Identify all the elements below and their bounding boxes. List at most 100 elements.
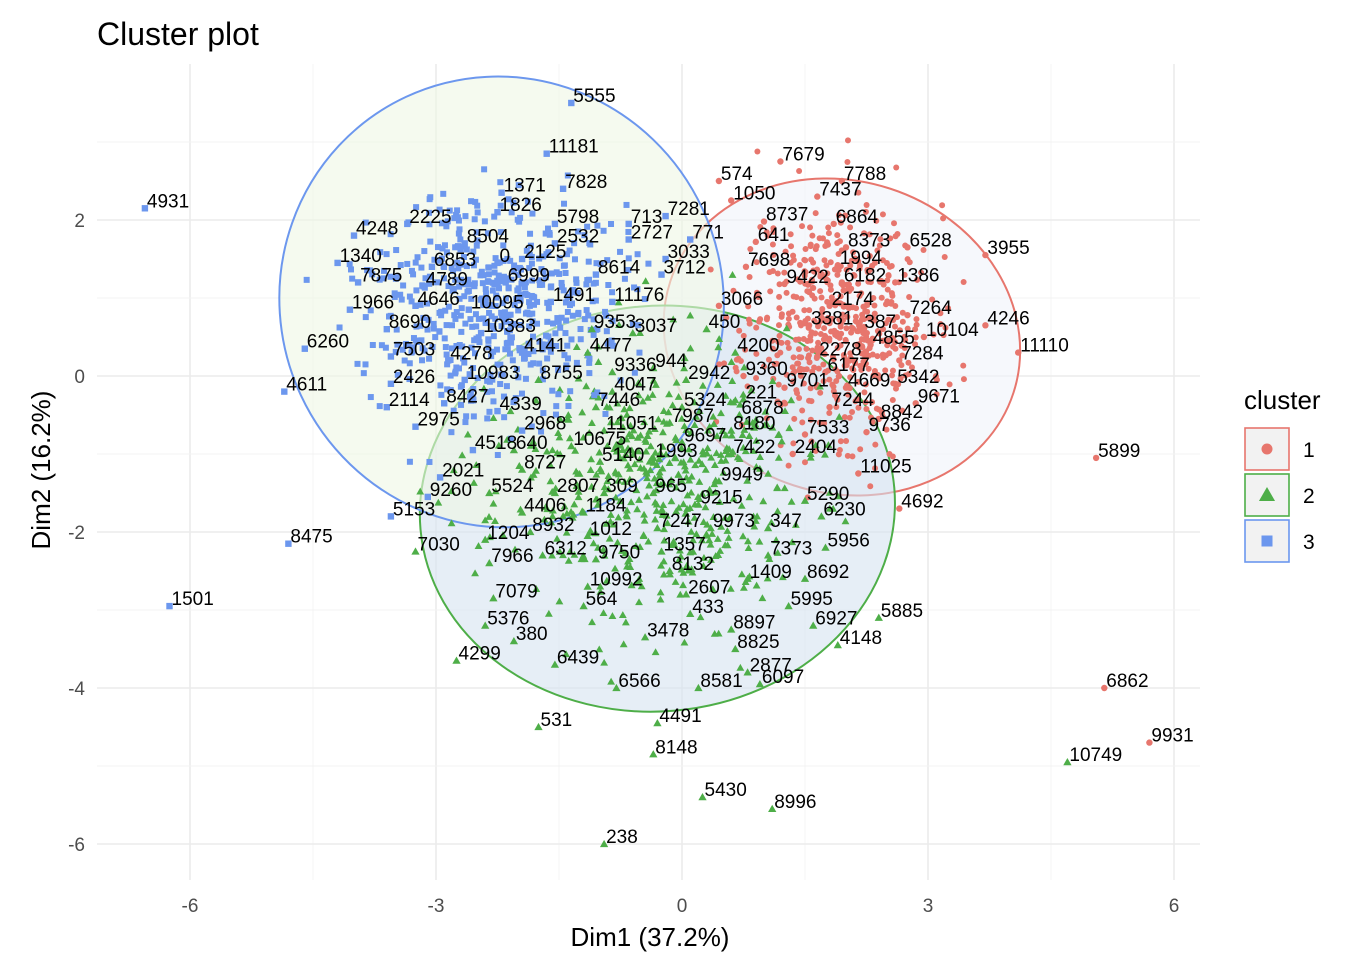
point-label: 8148	[655, 737, 697, 758]
data-point	[707, 266, 714, 273]
data-point	[845, 286, 852, 293]
data-point	[892, 233, 899, 240]
labeled-point-3	[518, 427, 526, 434]
data-point	[380, 275, 387, 282]
data-point	[536, 277, 543, 284]
data-point	[865, 365, 872, 372]
data-point	[588, 618, 596, 626]
point-label: 6878	[741, 398, 783, 419]
legend-title: cluster	[1244, 385, 1321, 415]
data-point	[777, 437, 786, 445]
data-point	[854, 396, 861, 403]
data-point	[937, 310, 944, 317]
data-point	[763, 316, 770, 323]
data-point	[442, 307, 449, 314]
data-point	[841, 517, 850, 525]
data-point	[776, 305, 783, 312]
labeled-point-2	[657, 547, 666, 555]
data-point	[861, 389, 868, 396]
data-point	[387, 273, 394, 280]
data-point	[527, 242, 534, 249]
data-point	[431, 256, 438, 263]
point-label: 2975	[418, 410, 460, 431]
data-point	[960, 362, 967, 369]
data-point	[556, 450, 565, 458]
data-point	[705, 485, 714, 493]
data-point	[660, 570, 668, 578]
point-label: 1993	[655, 441, 697, 462]
data-point	[780, 484, 789, 492]
data-point	[933, 391, 940, 398]
data-point	[790, 440, 797, 447]
data-point	[539, 341, 546, 348]
labeled-point-3	[461, 240, 468, 247]
data-point	[457, 383, 464, 390]
data-point	[536, 338, 543, 345]
labeled-point-2	[591, 403, 601, 411]
data-point	[564, 556, 573, 564]
point-label: 4646	[418, 289, 460, 310]
data-point	[686, 548, 695, 556]
data-point	[453, 343, 460, 350]
labeled-point-1	[830, 220, 837, 228]
labeled-point-1	[863, 428, 870, 436]
data-point	[835, 211, 842, 218]
data-point	[765, 356, 772, 363]
data-point	[806, 453, 815, 461]
data-point	[879, 337, 886, 344]
point-label: 5555	[573, 86, 615, 107]
data-point	[848, 257, 855, 264]
data-point	[863, 406, 870, 413]
data-point	[484, 388, 491, 395]
data-point	[490, 398, 497, 405]
data-point	[438, 308, 445, 315]
data-point	[603, 442, 612, 449]
labeled-point-2	[608, 387, 617, 395]
data-point	[830, 356, 837, 363]
data-point	[651, 648, 660, 656]
data-point	[511, 545, 519, 553]
data-point	[686, 311, 695, 319]
point-label: 10675	[573, 429, 626, 450]
data-point	[393, 247, 400, 254]
data-point	[447, 519, 456, 527]
data-point	[552, 411, 559, 418]
point-label: 2174	[832, 289, 875, 310]
point-label: 6097	[762, 667, 804, 688]
data-point	[545, 305, 552, 312]
data-point	[604, 485, 613, 493]
data-point	[501, 309, 508, 316]
data-point	[751, 517, 760, 524]
data-point	[440, 263, 447, 270]
data-point	[562, 299, 569, 306]
data-point	[655, 455, 664, 463]
data-point	[590, 280, 597, 287]
data-point	[692, 530, 701, 538]
data-point	[856, 265, 863, 272]
data-point	[539, 346, 546, 353]
labeled-point-2	[743, 574, 752, 582]
data-point	[515, 285, 522, 292]
data-point	[546, 229, 553, 236]
labeled-point-3	[404, 220, 411, 228]
data-point	[723, 314, 730, 321]
data-point	[876, 242, 883, 249]
data-point	[425, 316, 432, 323]
data-point	[449, 466, 458, 474]
labeled-point-3	[662, 255, 669, 263]
y-tick-label: -6	[68, 835, 85, 856]
data-point	[480, 302, 487, 309]
data-point	[458, 451, 467, 459]
data-point	[536, 360, 543, 367]
data-point	[674, 503, 683, 511]
data-point	[755, 537, 764, 545]
labeled-point-1	[892, 380, 899, 387]
point-label: 6260	[307, 332, 349, 353]
data-point	[601, 393, 608, 400]
labeled-point-1	[896, 505, 903, 512]
data-point	[773, 549, 782, 556]
data-point	[498, 309, 505, 316]
data-point	[707, 453, 716, 461]
labeled-point-2	[694, 500, 703, 508]
data-point	[823, 262, 830, 269]
